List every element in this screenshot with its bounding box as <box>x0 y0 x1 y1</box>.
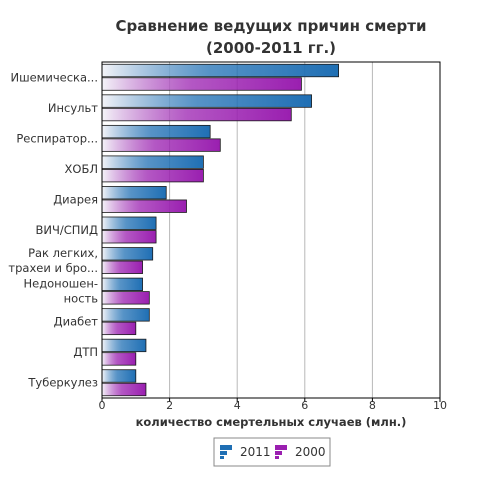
x-tick-label: 8 <box>369 399 376 412</box>
bar-2011 <box>101 94 312 108</box>
bar-2000 <box>101 321 137 336</box>
legend-swatch-2011 <box>220 445 232 459</box>
legend-label-2011: 2011 <box>240 445 271 459</box>
category-label: трахеи и бро... <box>8 261 98 275</box>
bar-2011 <box>101 63 340 78</box>
bar-2011 <box>101 369 137 383</box>
bar-2000 <box>101 77 302 91</box>
category-label: Диабет <box>54 315 99 329</box>
bar-2000 <box>101 382 147 397</box>
bar-2011 <box>101 277 143 291</box>
category-label: Инсульт <box>48 101 98 115</box>
bar-2000 <box>101 230 157 244</box>
bar-2000 <box>101 138 221 152</box>
category-label: Респиратор... <box>16 131 98 145</box>
plot-border <box>101 61 441 399</box>
bar-2011 <box>101 124 211 139</box>
legend-label-2000: 2000 <box>295 445 326 459</box>
bar-2011 <box>101 216 157 230</box>
bar-2000 <box>101 107 292 122</box>
bar-2000 <box>101 352 137 366</box>
x-axis-title: количество смертельных случаев (млн.) <box>136 415 407 429</box>
x-tick-label: 4 <box>234 399 241 412</box>
bar-2011 <box>101 308 150 322</box>
category-label: Ишемическа... <box>10 70 98 84</box>
x-tick-label: 10 <box>433 399 447 412</box>
category-label: ХОБЛ <box>65 162 98 176</box>
x-tick-label: 0 <box>99 399 106 412</box>
category-label: Недоношен- <box>23 277 98 291</box>
bar-2000 <box>101 199 187 213</box>
chart-title-line: Сравнение ведущих причин смерти <box>116 17 427 35</box>
bar-2000 <box>101 260 143 274</box>
legend-swatch-2000 <box>275 445 287 459</box>
category-label: ВИЧ/СПИД <box>35 223 98 237</box>
category-label: Рак легких, <box>28 246 98 260</box>
bar-2000 <box>101 169 204 183</box>
category-label: ность <box>64 292 99 306</box>
category-label: Диарея <box>53 192 98 206</box>
bar-2011 <box>101 338 147 353</box>
bar-2011 <box>101 247 154 261</box>
category-label: Туберкулез <box>27 376 98 390</box>
legend-box <box>213 437 331 467</box>
bar-2011 <box>101 186 167 200</box>
bar-2000 <box>101 291 150 305</box>
x-tick-label: 2 <box>166 399 173 412</box>
x-tick-label: 6 <box>301 399 308 412</box>
chart-title-line: (2000-2011 гг.) <box>206 39 336 57</box>
category-label: ДТП <box>73 345 98 359</box>
bar-2011 <box>101 155 204 169</box>
